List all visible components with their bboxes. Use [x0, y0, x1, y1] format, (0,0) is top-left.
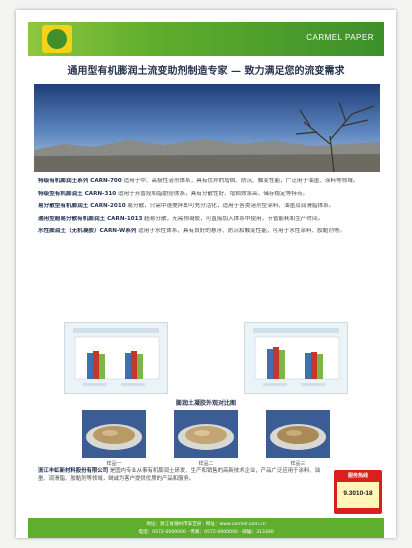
- product-paragraph: 特级型有机膨润土 CARN-310 适用于芳香烃和脂肪烃体系，具有分散性好、增稠…: [38, 191, 378, 199]
- product-paragraph: 通用型超易分散有机膨润土 CARN-1013 超易分散，无需预凝胶，可直接加入体…: [38, 216, 378, 224]
- company-logo: [42, 25, 72, 53]
- product-paragraph: 特级有机膨润土系列 CARN-700 适用于中、高极性溶剂体系，具有优异的增稠、…: [38, 178, 378, 186]
- company-name: 浙江丰虹新材料股份有限公司: [38, 468, 109, 474]
- comparison-chart-left: [64, 322, 168, 394]
- sample-dish-photo: [82, 410, 146, 458]
- logo-mark-icon: [47, 29, 67, 49]
- sample-dish-photo: [174, 410, 238, 458]
- product-paragraph: 水性膨润土（无机凝胶）CARN-W系列 适用于水性体系，具有良好的悬浮、防沉和触…: [38, 228, 378, 236]
- product-paragraph: 易分散型有机膨润土 CARN-2010 易分散，只需中速搅拌即可充分活化，适用于…: [38, 203, 378, 211]
- hotline-label: 服务热线: [347, 473, 368, 479]
- bar-group-1: [87, 351, 105, 379]
- chart-title-strip: [253, 328, 339, 333]
- footer-address: 地址：浙江省湖州市安吉县 · 网址：www.carmel.com.cn: [146, 522, 266, 527]
- company-intro: 浙江丰虹新材料股份有限公司 是国内专业从事有机膨润土研发、生产和销售的高新技术企…: [38, 468, 328, 483]
- footer-contact: 电话：0572-0000000 · 传真：0572-0000000 · 邮编：3…: [138, 530, 274, 535]
- product-name: 通用型超易分散有机膨润土 CARN-1013: [38, 215, 143, 222]
- top-banner: CARMEL PAPER: [28, 22, 384, 56]
- landscape-illustration: [34, 84, 380, 172]
- product-name: 水性膨润土（无机凝胶）CARN-W系列: [38, 228, 137, 235]
- page-headline: 通用型有机膨润土流变助剂制造专家 — 致力满足您的流变需求: [67, 66, 345, 77]
- bar-group-2: [305, 352, 323, 379]
- chart-graphic: [73, 328, 160, 386]
- sample-dish-photo: [266, 410, 330, 458]
- product-description: 易分散，只需中速搅拌即可充分活化，适用于各类溶剂型涂料、油墨及润滑脂体系。: [127, 203, 335, 210]
- section-title: 膨润土凝胶外观对比图: [175, 400, 236, 407]
- dish-caption: 样品三: [290, 461, 306, 467]
- chart-title-strip: [73, 328, 159, 333]
- chart-graphic: [253, 328, 340, 386]
- product-list: 特级有机膨润土系列 CARN-700 适用于中、高极性溶剂体系，具有优异的增稠、…: [38, 178, 378, 241]
- product-description: 适用于水性体系，具有良好的悬浮、防沉和触变性能，可用于水性涂料、胶黏剂等。: [138, 228, 346, 235]
- product-description: 超易分散，无需预凝胶，可直接加入体系中使用，节省能耗和生产时间。: [144, 215, 324, 222]
- product-description: 适用于中、高极性溶剂体系，具有优异的增稠、防沉、触变性能，广泛用于油墨、涂料等领…: [123, 178, 359, 184]
- product-name: 特级型有机膨润土 CARN-310: [38, 190, 117, 197]
- company-description: 是国内专业从事有机膨润土研发、生产和销售的高新技术企业，产品广泛应用于涂料、油墨…: [38, 468, 321, 482]
- hotline-badge: 服务热线 9.3010-18: [334, 470, 382, 514]
- product-name: 易分散型有机膨润土 CARN-2010: [38, 203, 126, 210]
- product-name: 特级有机膨润土系列 CARN-700: [38, 178, 122, 184]
- dish-caption: 样品一: [106, 461, 122, 467]
- footer-bar: 地址：浙江省湖州市安吉县 · 网址：www.carmel.com.cn 电话：0…: [28, 518, 384, 538]
- bar-group-1: [267, 347, 285, 379]
- mountain-landscape-photo: [34, 84, 380, 172]
- product-description: 适用于芳香烃和脂肪烃体系，具有分散性好、增稠效率高、储存稳定等特点。: [117, 190, 309, 197]
- hotline-panel: 9.3010-18: [337, 482, 379, 508]
- bar-group-2: [125, 351, 143, 379]
- brochure-page: CARMEL PAPER 通用型有机膨润土流变助剂制造专家 — 致力满足您的流变…: [16, 10, 396, 538]
- dish-caption: 样品二: [198, 461, 214, 467]
- comparison-chart-right: [244, 322, 348, 394]
- hotline-number: 9.3010-18: [343, 490, 373, 497]
- banner-brand-text: CARMEL PAPER: [306, 33, 374, 42]
